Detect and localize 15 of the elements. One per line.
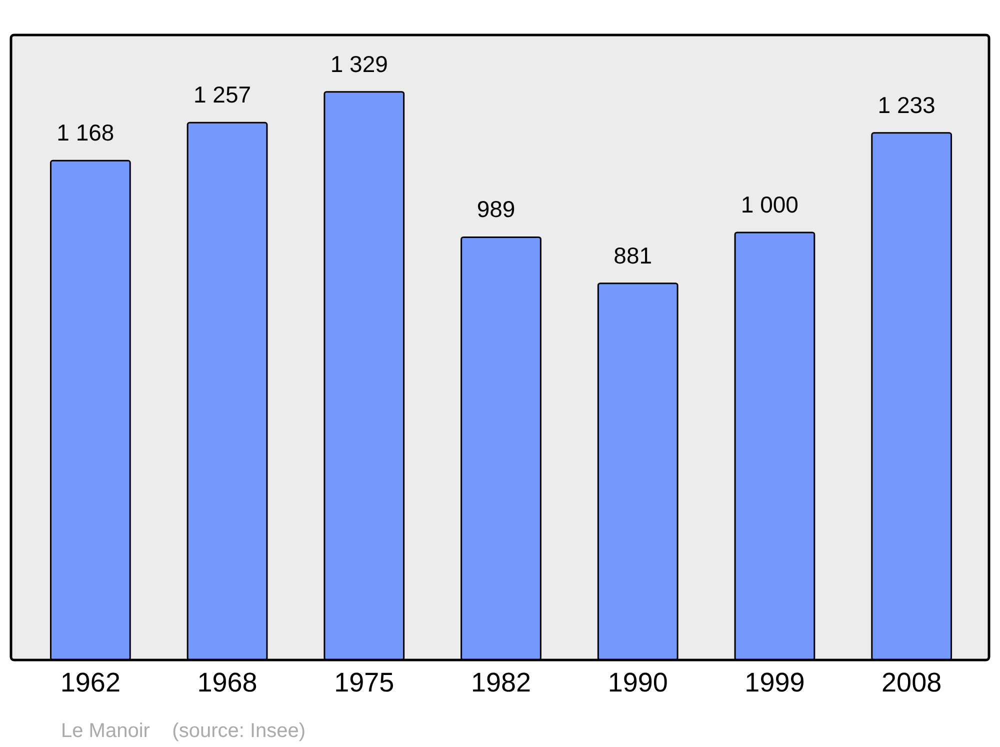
data-label: 1 000 [740,192,798,218]
x-tick-label: 2008 [882,667,942,698]
data-label: 1 257 [194,82,252,108]
data-label: 1 233 [878,92,936,118]
x-tick-label: 1990 [608,667,668,698]
x-tick-label: 1968 [197,667,258,698]
data-label: 1 168 [56,120,114,146]
x-tick-label: 1962 [60,667,120,698]
x-tick-label: 1975 [334,667,394,698]
data-label: 1 329 [330,50,388,77]
data-label: 989 [476,196,516,222]
data-label: 881 [614,242,652,268]
text: Le Manoir (source: Insee) [61,720,306,742]
x-tick-label: 1982 [470,667,532,698]
x-tick-label: 1999 [744,667,805,698]
